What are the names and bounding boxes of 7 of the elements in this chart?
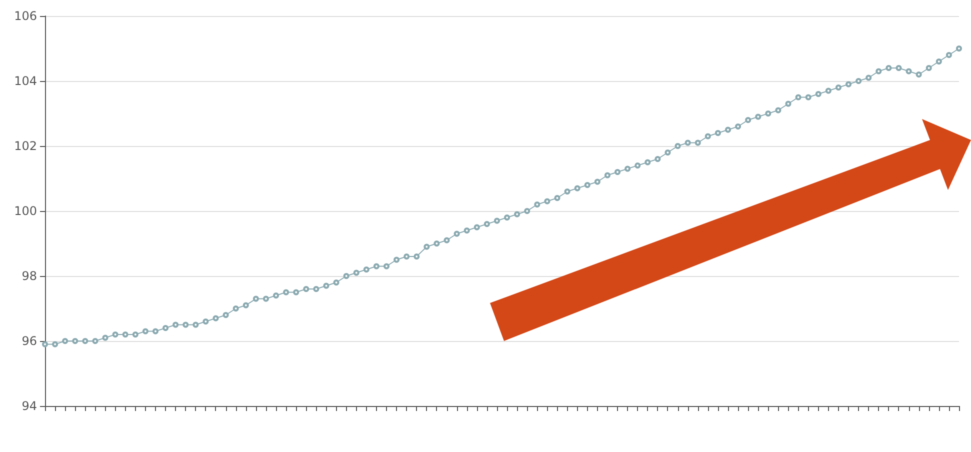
y-tick-label: 94 — [22, 399, 37, 413]
y-tick-label: 100 — [14, 204, 37, 218]
y-tick-label: 102 — [14, 139, 37, 153]
y-tick-label: 98 — [22, 269, 37, 283]
y-tick-label: 96 — [22, 334, 37, 348]
y-tick-label: 106 — [14, 9, 37, 23]
y-tick-label: 104 — [14, 74, 37, 88]
